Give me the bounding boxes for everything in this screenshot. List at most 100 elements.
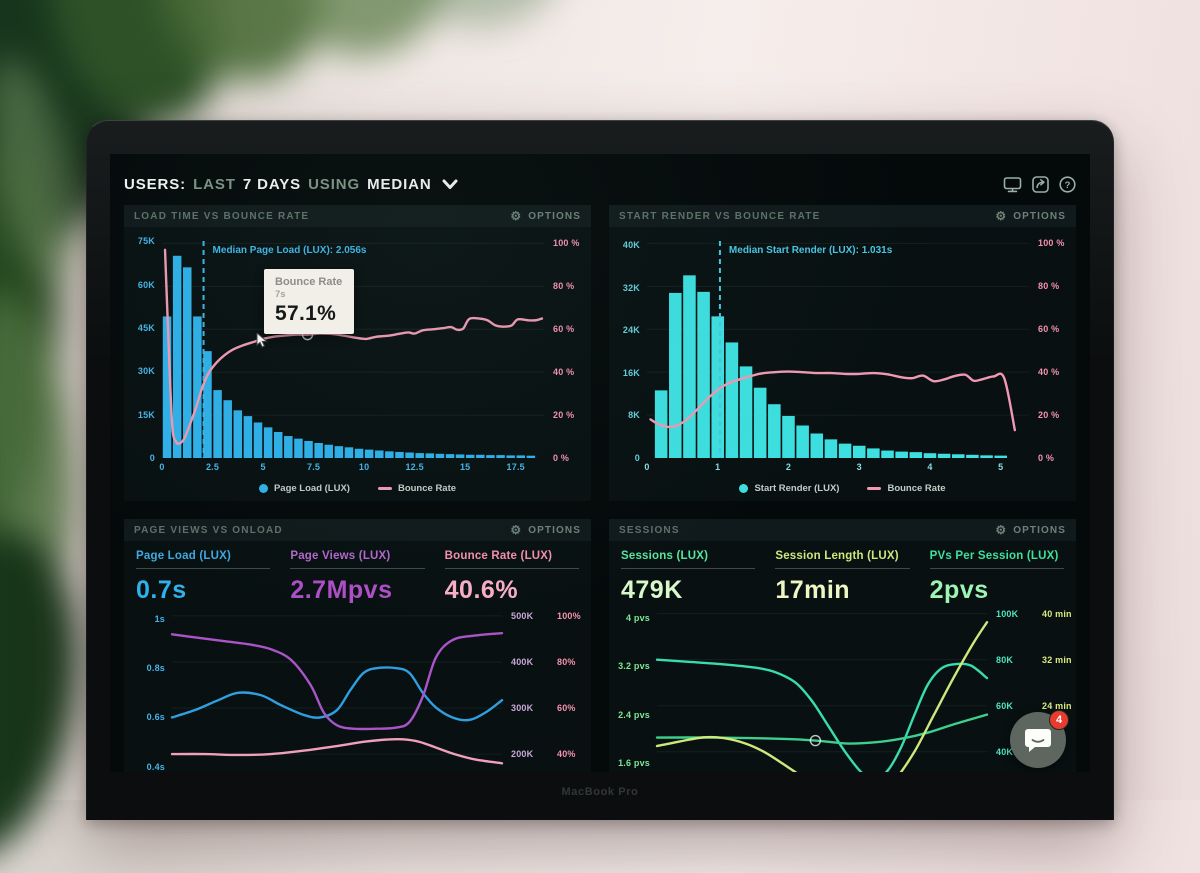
metric-value: 0.7s — [136, 576, 187, 604]
axis-tick-label: 80 % — [1038, 281, 1060, 292]
laptop: USERS: LAST 7 DAYS USING MEDIAN — [86, 120, 1114, 820]
metrics-row: Sessions (LUX) 479K Session Length (LUX)… — [609, 541, 1076, 607]
panel-start-render-header: START RENDER VS BOUNCE RATE ⚙ OPTIONS — [609, 205, 1076, 227]
legend-item-bounce-rate[interactable]: Bounce Rate — [867, 482, 946, 494]
panel-load-time: LOAD TIME VS BOUNCE RATE ⚙ OPTIONS Bounc… — [124, 205, 591, 501]
axis-tick-label: 60 % — [1038, 324, 1060, 335]
header-icons: ? — [1003, 176, 1076, 193]
legend-swatch-line — [867, 486, 882, 490]
legend-item-start-render[interactable]: Start Render (LUX) — [739, 483, 839, 494]
axis-tick-label: 100K — [996, 608, 1019, 619]
options-button[interactable]: ⚙ OPTIONS — [995, 210, 1066, 222]
tooltip-value: 57.1% — [275, 302, 337, 325]
axis-tick-label: 100% — [557, 610, 581, 621]
panel-title: START RENDER VS BOUNCE RATE — [619, 210, 821, 222]
metric-rule — [621, 568, 756, 569]
axis-tick-label: 0 — [159, 462, 165, 472]
axis-tick-label: 1s — [154, 613, 165, 624]
axis-tick-label: 40 % — [553, 367, 575, 378]
display-icon[interactable] — [1003, 176, 1022, 193]
title-users: USERS: — [124, 176, 187, 193]
axis-tick-label: 1.6 pvs — [618, 757, 650, 768]
axis-tick-label: 45K — [137, 323, 155, 333]
legend-swatch-line — [377, 486, 392, 490]
axis-tick-label: 24K — [622, 325, 640, 336]
axis-tick-label: 0.4s — [146, 761, 165, 772]
svg-text:?: ? — [1065, 180, 1071, 191]
sessions-chart[interactable]: 4 pvs 3.2 pvs 2.4 pvs 1.6 pvs 100K 40 min 80K 3… — [609, 607, 1076, 772]
axis-tick-label: 5 — [260, 462, 266, 472]
tooltip-label: Bounce Rate — [275, 276, 343, 288]
metric-pvs-per-session: PVs Per Session (LUX) 2pvs — [929, 550, 1064, 605]
axis-tick-label: 12.5 — [405, 462, 424, 472]
chart-canvas: Median Start Render (LUX): 1.031s — [647, 241, 1029, 458]
options-label: OPTIONS — [528, 524, 581, 536]
metric-label: Bounce Rate (LUX) — [444, 550, 553, 562]
metric-rule — [775, 568, 910, 569]
axis-tick-label: 1 — [715, 462, 721, 472]
axis-tick-label: 60K — [996, 700, 1014, 711]
axis-tick-label: 80% — [557, 656, 576, 667]
axis-tick-label: 40% — [557, 749, 576, 760]
legend-swatch-dot — [258, 483, 268, 493]
options-label: OPTIONS — [1013, 524, 1066, 536]
axis-tick-label: 60K — [137, 279, 155, 290]
axis-tick-label: 40K — [622, 239, 640, 250]
axis-tick-label: 200K — [511, 749, 534, 760]
chat-bubble-icon — [1025, 729, 1051, 752]
chart-canvas — [170, 615, 504, 765]
axis-tick-label: 0 — [644, 462, 650, 472]
legend-label: Bounce Rate — [397, 482, 457, 494]
chart-canvas — [655, 613, 989, 772]
metric-rule — [444, 568, 579, 569]
metric-value: 479K — [621, 576, 683, 604]
axis-tick-label: 60% — [557, 703, 576, 713]
metric-label: Page Load (LUX) — [136, 550, 232, 562]
legend-label: Page Load (LUX) — [273, 482, 350, 494]
axis-tick-label: 17.5 — [506, 462, 525, 472]
metrics-row: Page Load (LUX) 0.7s Page Views (LUX) 2.… — [124, 541, 591, 607]
metric-rule — [290, 568, 425, 569]
panel-title: SESSIONS — [619, 524, 680, 536]
start-render-chart[interactable]: Median Start Render (LUX): 1.031s 40K 32K 2… — [609, 229, 1076, 477]
legend-item-page-load[interactable]: Page Load (LUX) — [258, 482, 350, 494]
legend-label: Bounce Rate — [887, 482, 946, 494]
legend-load-time: Page Load (LUX) Bounce Rate — [124, 479, 591, 497]
axis-tick-label: 2 — [785, 462, 792, 472]
mouse-cursor-icon — [256, 333, 268, 348]
dashboard-screen: USERS: LAST 7 DAYS USING MEDIAN — [110, 154, 1090, 772]
chevron-down-icon[interactable] — [442, 179, 458, 190]
title-median: MEDIAN — [367, 176, 432, 193]
axis-tick-label: 15K — [137, 409, 155, 420]
axis-tick-label: 400K — [511, 656, 534, 667]
legend-item-bounce-rate[interactable]: Bounce Rate — [377, 482, 457, 494]
svg-text:Median Start Render (LUX): 1.0: Median Start Render (LUX): 1.031s — [729, 245, 893, 256]
metric-label: Sessions (LUX) — [621, 550, 709, 562]
options-button[interactable]: ⚙ OPTIONS — [510, 524, 581, 536]
help-icon[interactable]: ? — [1059, 176, 1076, 193]
chart-canvas: Median Page Load (LUX): 2.056s — [162, 241, 544, 458]
options-button[interactable]: ⚙ OPTIONS — [510, 210, 581, 222]
options-button[interactable]: ⚙ OPTIONS — [995, 524, 1066, 536]
chat-button[interactable]: 4 — [1010, 710, 1069, 768]
page-views-chart[interactable]: 1s 0.8s 0.6s 0.4s 500K 100% 400K 80% 300K 60% 200K… — [124, 607, 591, 772]
axis-tick-label: 80 % — [553, 281, 575, 292]
panel-title: LOAD TIME VS BOUNCE RATE — [134, 210, 310, 222]
axis-tick-label: 4 pvs — [625, 613, 650, 624]
axis-tick-label: 500K — [511, 610, 534, 621]
axis-tick-label: 75K — [137, 236, 155, 247]
load-time-chart[interactable]: Bounce Rate 7s 57.1% Median Page Load (L… — [124, 229, 591, 477]
axis-tick-label: 32K — [622, 282, 640, 293]
gear-icon: ⚙ — [510, 209, 523, 223]
metric-label: Session Length (LUX) — [775, 550, 899, 562]
metric-session-length: Session Length (LUX) 17min — [775, 550, 910, 605]
axis-tick-label: 0 % — [553, 453, 570, 463]
axis-tick-label: 24 min — [1042, 700, 1072, 711]
axis-tick-label: 40 min — [1042, 608, 1072, 619]
axis-tick-label: 15 — [459, 462, 471, 472]
axis-tick-label: 3.2 pvs — [618, 661, 650, 672]
axis-tick-label: 0.6s — [146, 712, 165, 723]
panel-load-time-header: LOAD TIME VS BOUNCE RATE ⚙ OPTIONS — [124, 205, 591, 227]
axis-tick-label: 32 min — [1042, 654, 1072, 665]
share-icon[interactable] — [1032, 176, 1049, 193]
